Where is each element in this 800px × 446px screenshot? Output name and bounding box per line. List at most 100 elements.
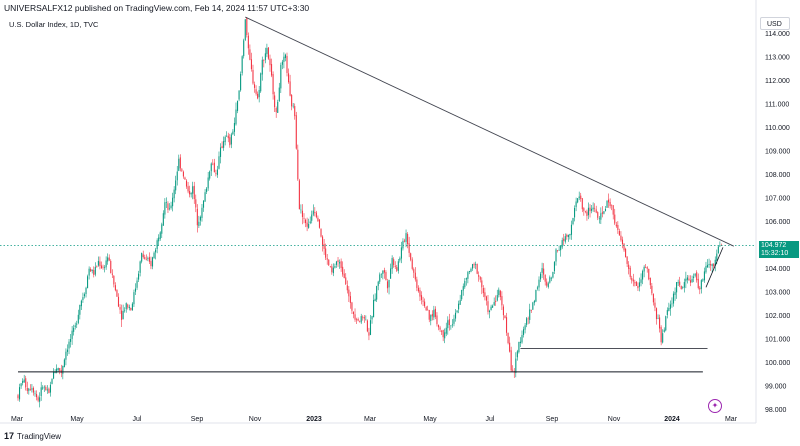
candle-body bbox=[671, 303, 673, 305]
candle-body bbox=[379, 274, 381, 282]
candle-body bbox=[233, 123, 235, 132]
candle-body bbox=[359, 320, 361, 322]
candle-body bbox=[611, 204, 613, 206]
candle-body bbox=[291, 95, 293, 107]
candle-body bbox=[427, 309, 429, 311]
candle-body bbox=[274, 95, 276, 108]
symbol-title: U.S. Dollar Index, 1D, TVC bbox=[9, 20, 99, 29]
candle-body bbox=[144, 257, 146, 260]
candle-body bbox=[645, 267, 647, 269]
candle-body bbox=[560, 246, 562, 251]
candle-body bbox=[680, 285, 682, 290]
candle-body bbox=[456, 310, 458, 313]
candle-body bbox=[238, 90, 240, 100]
candle-body bbox=[574, 207, 576, 218]
candle-body bbox=[23, 379, 25, 383]
candle-body bbox=[339, 262, 341, 264]
candle-body bbox=[124, 310, 126, 312]
candle-body bbox=[492, 305, 494, 308]
candle-body bbox=[631, 278, 633, 281]
candle-body bbox=[22, 381, 24, 383]
candle-body bbox=[62, 365, 64, 374]
candle-body bbox=[227, 135, 229, 139]
y-tick-label: 111.000 bbox=[765, 102, 789, 109]
candle-body bbox=[535, 289, 537, 302]
candle-body bbox=[490, 306, 492, 310]
candle-body bbox=[447, 320, 449, 329]
candle-body bbox=[496, 295, 498, 301]
candle-body bbox=[422, 300, 424, 302]
candle-body bbox=[164, 202, 166, 215]
candle-body bbox=[448, 319, 450, 325]
candle-body bbox=[153, 252, 155, 259]
candle-body bbox=[714, 259, 716, 266]
candle-body bbox=[527, 318, 529, 320]
candle-body bbox=[209, 171, 211, 179]
candle-body bbox=[204, 192, 206, 202]
candle-body bbox=[606, 200, 608, 208]
candle-body bbox=[46, 389, 48, 391]
x-tick-label: Mar bbox=[725, 416, 738, 423]
candle-body bbox=[479, 276, 481, 280]
candle-body bbox=[600, 213, 602, 220]
candle-body bbox=[672, 293, 675, 304]
candle-body bbox=[626, 256, 628, 264]
candle-body bbox=[76, 323, 78, 325]
currency-selector[interactable]: USD bbox=[760, 17, 790, 30]
candle-body bbox=[507, 332, 509, 344]
candle-body bbox=[475, 264, 477, 265]
candle-body bbox=[577, 198, 579, 203]
candle-body bbox=[643, 266, 645, 272]
candle-body bbox=[68, 341, 70, 349]
candle-body bbox=[202, 200, 205, 208]
candle-body bbox=[487, 301, 489, 312]
candle-body bbox=[578, 196, 580, 199]
candle-body bbox=[663, 329, 665, 333]
candle-body bbox=[536, 287, 539, 289]
candle-body bbox=[524, 325, 526, 330]
candle-body bbox=[297, 149, 299, 180]
y-tick-label: 104.000 bbox=[765, 266, 790, 273]
candle-body bbox=[39, 397, 41, 402]
candle-body bbox=[478, 275, 480, 277]
purple-circle-icon[interactable]: ✦ bbox=[708, 399, 722, 413]
candle-body bbox=[212, 163, 214, 165]
candle-body bbox=[325, 248, 327, 258]
y-tick-label: 98.000 bbox=[765, 407, 787, 414]
candle-body bbox=[161, 224, 163, 234]
candle-body bbox=[199, 216, 201, 221]
candle-body bbox=[543, 268, 545, 275]
candle-body bbox=[278, 87, 280, 102]
candle-body bbox=[677, 282, 679, 284]
candle-body bbox=[581, 198, 583, 210]
candle-body bbox=[450, 325, 452, 327]
publish-info: UNIVERSALFX12 published on TradingView.c… bbox=[4, 3, 310, 13]
candle-body bbox=[90, 269, 92, 272]
candle-body bbox=[111, 273, 113, 275]
candle-body bbox=[413, 269, 415, 273]
candle-body bbox=[131, 303, 133, 311]
candle-body bbox=[484, 292, 486, 297]
x-tick-label: Sep bbox=[191, 416, 204, 423]
candle-body bbox=[710, 264, 712, 266]
candle-body bbox=[312, 210, 314, 215]
candle-body bbox=[660, 327, 662, 343]
candle-body bbox=[621, 239, 624, 245]
candle-body bbox=[416, 279, 418, 288]
candle-body bbox=[354, 314, 356, 320]
candle-body bbox=[693, 276, 695, 278]
candle-body bbox=[85, 287, 87, 295]
x-tick-label: Mar bbox=[364, 416, 377, 423]
candle-body bbox=[674, 291, 676, 295]
rising-trendline bbox=[705, 247, 724, 288]
candle-body bbox=[629, 267, 631, 277]
candle-body bbox=[127, 304, 129, 308]
tradingview-logo[interactable]: 17 TradingView bbox=[4, 431, 61, 441]
candle-body bbox=[104, 267, 106, 269]
candle-body bbox=[696, 272, 698, 281]
candle-body bbox=[20, 383, 22, 387]
candle-body bbox=[34, 393, 36, 395]
candle-body bbox=[691, 279, 693, 282]
candle-body bbox=[96, 266, 98, 267]
